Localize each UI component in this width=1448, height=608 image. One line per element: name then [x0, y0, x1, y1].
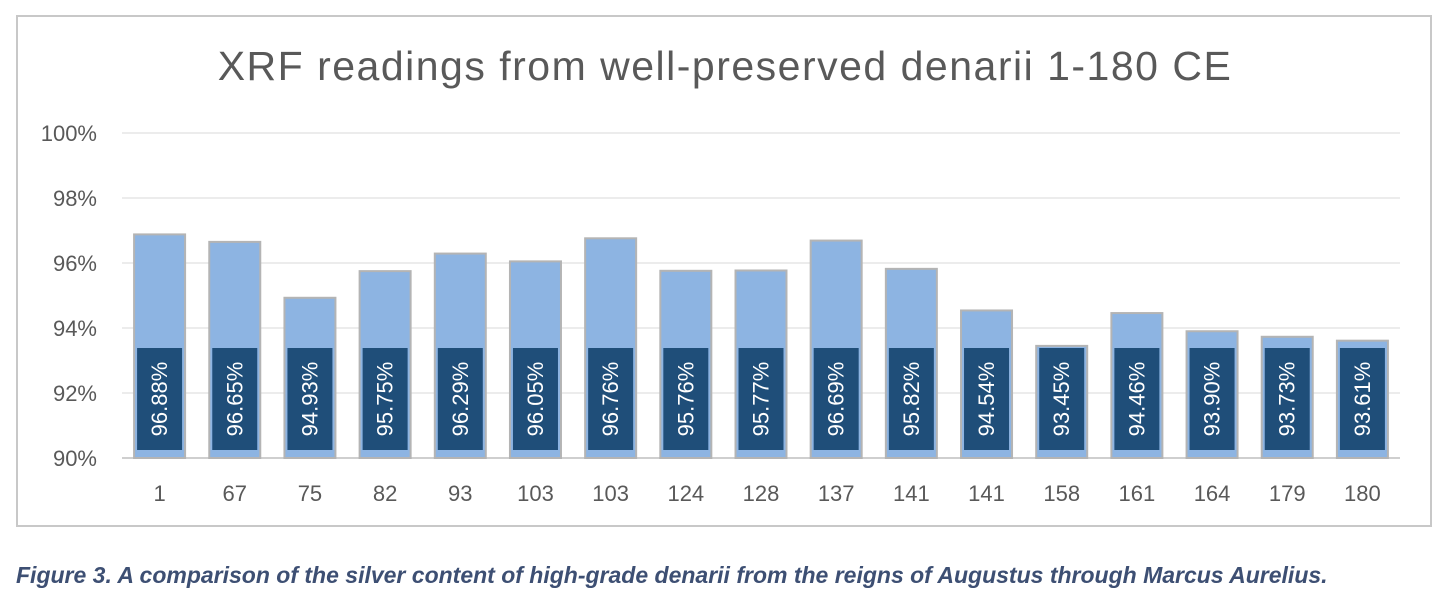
x-tick-label: 103 [517, 481, 554, 506]
data-label: 96.05% [523, 362, 548, 437]
x-tick-label: 124 [667, 481, 704, 506]
x-tick-label: 82 [373, 481, 397, 506]
y-tick-label: 96% [53, 251, 97, 276]
data-label-box [1339, 348, 1385, 450]
data-label-box [738, 348, 784, 450]
x-tick-label: 179 [1269, 481, 1306, 506]
data-label-box [663, 348, 709, 450]
y-tick-label: 98% [53, 186, 97, 211]
data-label: 96.29% [448, 362, 473, 437]
data-label-box [212, 348, 258, 450]
data-label-box [1264, 348, 1310, 450]
x-tick-label: 128 [743, 481, 780, 506]
data-label-box [813, 348, 859, 450]
x-tick-label: 1 [153, 481, 165, 506]
x-tick-label: 158 [1043, 481, 1080, 506]
data-label: 93.73% [1275, 362, 1300, 437]
data-label-box [1189, 348, 1235, 450]
data-label-box [437, 348, 483, 450]
y-tick-label: 100% [41, 121, 97, 146]
y-axis-tick-labels: 90% 92% 94% 96% 98% 100% [41, 121, 97, 471]
data-label: 93.61% [1350, 362, 1375, 437]
data-label: 96.69% [824, 362, 849, 437]
data-label-box [137, 348, 183, 450]
data-label: 96.88% [147, 362, 172, 437]
data-label: 96.76% [598, 362, 623, 437]
x-tick-label: 141 [893, 481, 930, 506]
data-label: 95.77% [749, 362, 774, 437]
data-label: 93.90% [1200, 362, 1225, 437]
y-tick-label: 94% [53, 316, 97, 341]
x-axis-tick-labels: 1 67 75 82 93 103 103 124 128 137 141 141 158 161 164 1… [153, 481, 1380, 506]
data-label-box [588, 348, 634, 450]
data-label-box [287, 348, 333, 450]
x-tick-label: 164 [1194, 481, 1231, 506]
x-tick-label: 103 [592, 481, 629, 506]
x-tick-label: 141 [968, 481, 1005, 506]
x-tick-label: 93 [448, 481, 472, 506]
data-label-box [888, 348, 934, 450]
x-tick-label: 67 [223, 481, 247, 506]
data-label: 94.93% [297, 362, 322, 437]
y-tick-label: 90% [53, 446, 97, 471]
data-label: 94.46% [1124, 362, 1149, 437]
chart-svg: XRF readings from well-preserved denarii… [41, 43, 1400, 506]
data-label: 93.45% [1049, 362, 1074, 437]
x-tick-label: 137 [818, 481, 855, 506]
data-label-box [964, 348, 1010, 450]
y-tick-label: 92% [53, 381, 97, 406]
data-label: 95.82% [899, 362, 924, 437]
x-tick-label: 75 [298, 481, 322, 506]
data-label-box [1039, 348, 1085, 450]
x-tick-label: 180 [1344, 481, 1381, 506]
data-label-box [512, 348, 558, 450]
x-tick-label: 161 [1119, 481, 1156, 506]
data-label: 94.54% [974, 362, 999, 437]
data-label: 96.65% [222, 362, 247, 437]
data-labels: 96.88% 96.65% 94.93% 95.75% 96.29% 96.05% 96.7… [137, 348, 1385, 450]
figure-caption: Figure 3. A comparison of the silver con… [16, 562, 1328, 588]
data-label: 95.75% [373, 362, 398, 437]
data-label-box [362, 348, 408, 450]
data-label-box [1114, 348, 1160, 450]
data-label: 95.76% [673, 362, 698, 437]
chart-title: XRF readings from well-preserved denarii… [218, 43, 1233, 89]
